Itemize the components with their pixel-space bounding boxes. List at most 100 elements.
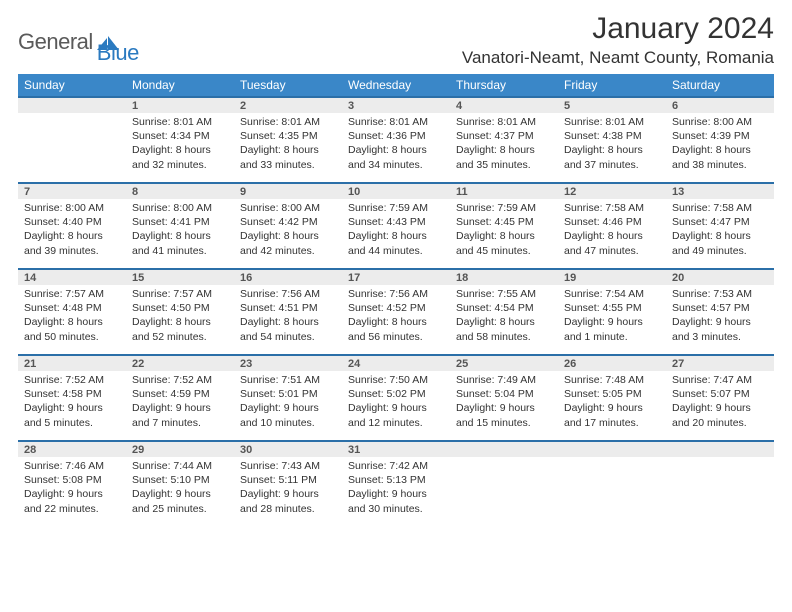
sunset-text: Sunset: 5:10 PM: [132, 473, 228, 487]
sunrise-text: Sunrise: 7:52 AM: [24, 373, 120, 387]
sunset-text: Sunset: 4:38 PM: [564, 129, 660, 143]
day2-text: and 44 minutes.: [348, 244, 444, 258]
weekday-saturday: Saturday: [666, 74, 774, 97]
sunset-text: Sunset: 4:34 PM: [132, 129, 228, 143]
day1-text: Daylight: 8 hours: [456, 315, 552, 329]
day1-text: Daylight: 8 hours: [132, 229, 228, 243]
sunset-text: Sunset: 5:05 PM: [564, 387, 660, 401]
day-data-cell: Sunrise: 8:00 AMSunset: 4:39 PMDaylight:…: [666, 113, 774, 183]
day1-text: Daylight: 9 hours: [564, 401, 660, 415]
sunset-text: Sunset: 4:42 PM: [240, 215, 336, 229]
day-number-cell: 10: [342, 183, 450, 199]
day-number-cell: 21: [18, 355, 126, 371]
day-data-cell: [18, 113, 126, 183]
day-number-cell: 19: [558, 269, 666, 285]
day2-text: and 25 minutes.: [132, 502, 228, 516]
day-data-cell: Sunrise: 7:47 AMSunset: 5:07 PMDaylight:…: [666, 371, 774, 441]
daynum-row: 21222324252627: [18, 355, 774, 371]
sunset-text: Sunset: 4:58 PM: [24, 387, 120, 401]
header-row: General Blue January 2024 Vanatori-Neamt…: [18, 12, 774, 68]
weekday-friday: Friday: [558, 74, 666, 97]
sunrise-text: Sunrise: 7:59 AM: [348, 201, 444, 215]
day-number-cell: 3: [342, 97, 450, 113]
day-data-cell: Sunrise: 8:00 AMSunset: 4:42 PMDaylight:…: [234, 199, 342, 269]
sunrise-text: Sunrise: 7:46 AM: [24, 459, 120, 473]
day2-text: and 41 minutes.: [132, 244, 228, 258]
day-number-cell: 2: [234, 97, 342, 113]
sunset-text: Sunset: 4:51 PM: [240, 301, 336, 315]
sunrise-text: Sunrise: 8:01 AM: [132, 115, 228, 129]
sunrise-text: Sunrise: 8:00 AM: [132, 201, 228, 215]
day2-text: and 15 minutes.: [456, 416, 552, 430]
day-number-cell: [450, 441, 558, 457]
day2-text: and 33 minutes.: [240, 158, 336, 172]
sunset-text: Sunset: 4:40 PM: [24, 215, 120, 229]
day1-text: Daylight: 8 hours: [456, 143, 552, 157]
day1-text: Daylight: 8 hours: [348, 315, 444, 329]
day-data-cell: Sunrise: 7:49 AMSunset: 5:04 PMDaylight:…: [450, 371, 558, 441]
day-data-cell: Sunrise: 7:52 AMSunset: 4:58 PMDaylight:…: [18, 371, 126, 441]
logo-text-blue: Blue: [97, 40, 139, 66]
sunset-text: Sunset: 5:04 PM: [456, 387, 552, 401]
daynum-row: 14151617181920: [18, 269, 774, 285]
day-data-cell: Sunrise: 7:54 AMSunset: 4:55 PMDaylight:…: [558, 285, 666, 355]
sunrise-text: Sunrise: 8:00 AM: [240, 201, 336, 215]
sunset-text: Sunset: 4:57 PM: [672, 301, 768, 315]
day-number-cell: 12: [558, 183, 666, 199]
day-data-cell: Sunrise: 7:59 AMSunset: 4:45 PMDaylight:…: [450, 199, 558, 269]
sunset-text: Sunset: 4:55 PM: [564, 301, 660, 315]
day1-text: Daylight: 9 hours: [672, 401, 768, 415]
sunset-text: Sunset: 4:48 PM: [24, 301, 120, 315]
sunrise-text: Sunrise: 7:56 AM: [348, 287, 444, 301]
day-number-cell: [666, 441, 774, 457]
weekday-header-row: Sunday Monday Tuesday Wednesday Thursday…: [18, 74, 774, 97]
sunrise-text: Sunrise: 7:49 AM: [456, 373, 552, 387]
sunrise-text: Sunrise: 7:58 AM: [564, 201, 660, 215]
day-data-cell: Sunrise: 7:55 AMSunset: 4:54 PMDaylight:…: [450, 285, 558, 355]
day-data-cell: Sunrise: 7:53 AMSunset: 4:57 PMDaylight:…: [666, 285, 774, 355]
sunrise-text: Sunrise: 7:59 AM: [456, 201, 552, 215]
day-number-cell: 13: [666, 183, 774, 199]
day2-text: and 39 minutes.: [24, 244, 120, 258]
sunrise-text: Sunrise: 8:00 AM: [672, 115, 768, 129]
day2-text: and 5 minutes.: [24, 416, 120, 430]
day2-text: and 49 minutes.: [672, 244, 768, 258]
day2-text: and 47 minutes.: [564, 244, 660, 258]
day2-text: and 3 minutes.: [672, 330, 768, 344]
day1-text: Daylight: 8 hours: [672, 143, 768, 157]
day2-text: and 50 minutes.: [24, 330, 120, 344]
sunrise-text: Sunrise: 7:57 AM: [132, 287, 228, 301]
day1-text: Daylight: 8 hours: [240, 315, 336, 329]
day-data-cell: Sunrise: 7:57 AMSunset: 4:48 PMDaylight:…: [18, 285, 126, 355]
day1-text: Daylight: 9 hours: [348, 487, 444, 501]
day-data-cell: Sunrise: 7:51 AMSunset: 5:01 PMDaylight:…: [234, 371, 342, 441]
day-number-cell: [558, 441, 666, 457]
sunrise-text: Sunrise: 7:58 AM: [672, 201, 768, 215]
sunset-text: Sunset: 4:47 PM: [672, 215, 768, 229]
weekday-sunday: Sunday: [18, 74, 126, 97]
weekday-thursday: Thursday: [450, 74, 558, 97]
day-data-cell: Sunrise: 7:42 AMSunset: 5:13 PMDaylight:…: [342, 457, 450, 527]
day-data-cell: [666, 457, 774, 527]
sunset-text: Sunset: 5:13 PM: [348, 473, 444, 487]
day-data-cell: Sunrise: 8:01 AMSunset: 4:38 PMDaylight:…: [558, 113, 666, 183]
weekday-wednesday: Wednesday: [342, 74, 450, 97]
day2-text: and 54 minutes.: [240, 330, 336, 344]
sunset-text: Sunset: 5:08 PM: [24, 473, 120, 487]
sunset-text: Sunset: 4:41 PM: [132, 215, 228, 229]
day-data-row: Sunrise: 8:00 AM Sunset: 4:40 PM Daylight:…: [18, 199, 774, 269]
calendar-table: Sunday Monday Tuesday Wednesday Thursday…: [18, 74, 774, 527]
day2-text: and 28 minutes.: [240, 502, 336, 516]
day-number-cell: 7: [18, 183, 126, 199]
day2-text: and 35 minutes.: [456, 158, 552, 172]
sunrise-text: Sunrise: 8:01 AM: [348, 115, 444, 129]
day-number-cell: 31: [342, 441, 450, 457]
day2-text: and 20 minutes.: [672, 416, 768, 430]
day-number-cell: 26: [558, 355, 666, 371]
day-data-cell: Sunrise: 7:56 AMSunset: 4:51 PMDaylight:…: [234, 285, 342, 355]
sunset-text: Sunset: 5:07 PM: [672, 387, 768, 401]
day-data-cell: Sunrise: 7:58 AMSunset: 4:47 PMDaylight:…: [666, 199, 774, 269]
day-data-cell: Sunrise: 7:58 AMSunset: 4:46 PMDaylight:…: [558, 199, 666, 269]
sunrise-text: Sunrise: 8:01 AM: [456, 115, 552, 129]
title-block: January 2024 Vanatori-Neamt, Neamt Count…: [462, 12, 774, 68]
